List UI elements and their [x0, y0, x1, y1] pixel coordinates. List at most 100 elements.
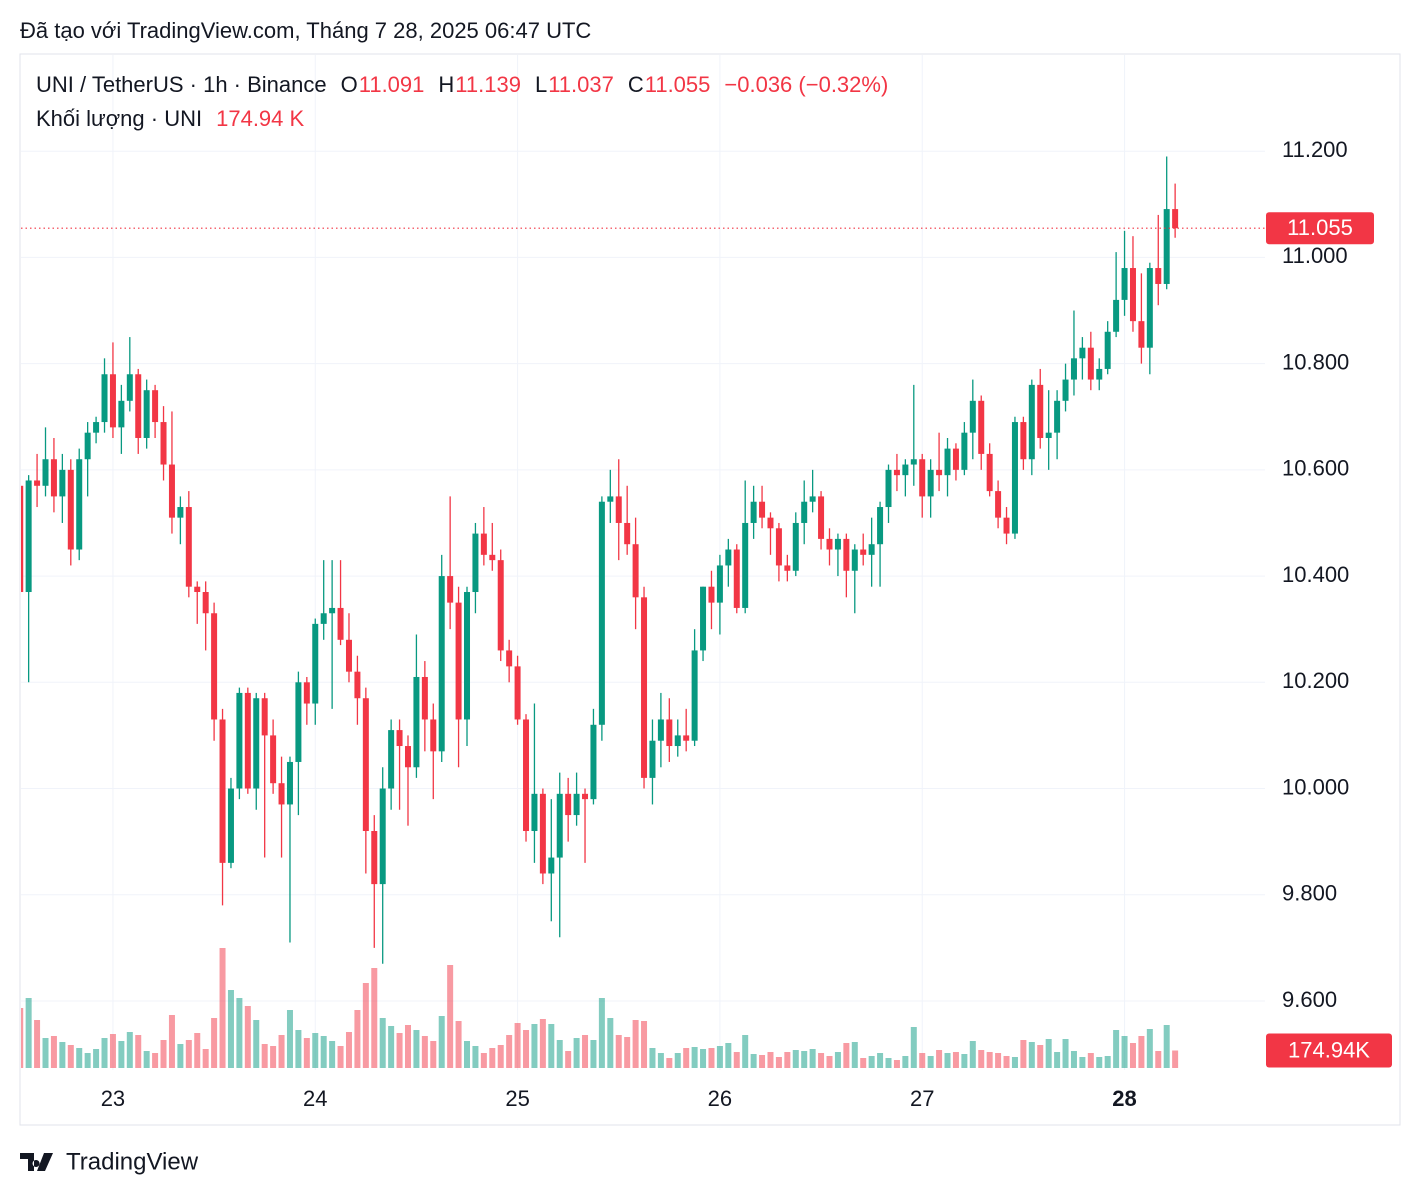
snapshot-title: Đã tạo với TradingView.com, Tháng 7 28, …	[20, 18, 591, 43]
candle-body	[733, 549, 740, 608]
volume-bar	[464, 1041, 471, 1068]
candle-body	[1011, 422, 1018, 534]
legend: UNI / TetherUS · 1h · Binance O 11.091 H 11.…	[36, 72, 888, 131]
volume-bar	[818, 1053, 825, 1068]
volume-bar	[489, 1048, 496, 1068]
candle-body	[1121, 268, 1128, 300]
candle-body	[539, 793, 546, 874]
candle-body	[1096, 368, 1103, 380]
volume-bar	[868, 1056, 875, 1068]
y-tick-label: 10.400	[1282, 562, 1349, 587]
volume-bar	[666, 1058, 673, 1068]
ohlc-value: 11.091	[359, 72, 425, 97]
candle-body	[135, 374, 142, 438]
volume-bar	[843, 1043, 850, 1068]
volume-bar	[497, 1045, 504, 1068]
candle-body	[860, 549, 867, 555]
volume-bar	[725, 1043, 732, 1068]
volume-bar	[371, 968, 378, 1068]
volume-bar	[961, 1054, 968, 1068]
volume-bar	[514, 1023, 521, 1068]
volume-bar	[1028, 1042, 1035, 1068]
candle-body	[1062, 379, 1069, 401]
candle-body	[716, 565, 723, 603]
candle-body	[227, 788, 234, 863]
candle-body	[354, 671, 361, 699]
y-tick-label: 10.800	[1282, 349, 1349, 374]
candle-body	[885, 469, 892, 508]
candle-body	[792, 522, 799, 571]
volume-bar	[759, 1055, 766, 1068]
candle-body	[1163, 209, 1170, 284]
volume-bar	[860, 1058, 867, 1068]
volume-bar	[1037, 1045, 1044, 1068]
candle-body	[244, 692, 251, 789]
volume-bar	[978, 1050, 985, 1068]
volume-bar	[565, 1051, 572, 1068]
volume-bar	[1096, 1057, 1103, 1068]
volume-bar	[784, 1052, 791, 1068]
volume-bar	[135, 1035, 142, 1068]
candle-body	[893, 469, 900, 476]
candle-body	[194, 586, 201, 593]
candle-body	[362, 698, 369, 832]
axes: 9.600 9.800 10.000 10.200 10.400 10.600 10.800…	[21, 137, 1392, 1111]
volume-bar	[118, 1041, 125, 1068]
volume-bar	[1155, 1051, 1162, 1068]
candle-body	[497, 560, 504, 651]
volume-bar	[227, 990, 234, 1068]
candle-body	[1113, 299, 1120, 332]
candle-body	[413, 676, 420, 768]
candle-body	[1087, 347, 1094, 380]
candle-body	[152, 390, 159, 423]
x-tick-label: 27	[910, 1086, 934, 1111]
y-tick-label: 10.000	[1282, 774, 1349, 799]
candle-body	[337, 607, 344, 640]
candle-body	[219, 719, 226, 863]
volume-bar	[295, 1030, 302, 1068]
volume-bar	[93, 1049, 100, 1068]
volume-bar	[615, 1035, 622, 1068]
volume-bar	[84, 1053, 91, 1068]
candle-body	[253, 698, 260, 789]
candle-body	[295, 682, 302, 762]
volume-bar	[1045, 1039, 1052, 1068]
volume-bar	[523, 1030, 530, 1068]
volume-bar	[919, 1053, 926, 1068]
candle-body	[1028, 384, 1035, 460]
volume-bar	[253, 1020, 260, 1068]
candle-body	[952, 448, 959, 470]
candle-body	[910, 459, 917, 465]
candle-body	[312, 623, 319, 704]
volume-bar	[733, 1052, 740, 1068]
volume-bar	[582, 1035, 589, 1068]
candle-body	[531, 793, 538, 832]
candle-body	[809, 496, 816, 502]
candle-body	[101, 374, 108, 423]
volume-bar	[792, 1050, 799, 1068]
candle-body	[759, 501, 766, 518]
volume-bar	[902, 1056, 909, 1068]
volume-bar	[1054, 1052, 1061, 1068]
chart-frame	[19, 53, 1401, 1126]
y-tick-label: 11.000	[1282, 243, 1348, 268]
volume-bar	[50, 1036, 57, 1068]
volume-bar	[421, 1036, 428, 1068]
x-tick-label: 25	[505, 1086, 529, 1111]
volume-bar	[1079, 1057, 1086, 1068]
volume-bar	[1020, 1040, 1027, 1068]
volume-bar	[362, 983, 369, 1068]
candle-body	[641, 597, 648, 778]
candle-body	[1104, 331, 1111, 369]
volume-bar	[413, 1030, 420, 1068]
candle-body	[995, 491, 1002, 518]
candle-body	[598, 501, 605, 725]
candle-body	[834, 538, 841, 550]
volume-bar	[969, 1041, 976, 1068]
candle-body	[143, 390, 150, 438]
price-change: −0.036 (−0.32%)	[724, 72, 888, 97]
volume-bar	[775, 1057, 782, 1068]
volume-bar	[303, 1038, 310, 1068]
volume-bar	[548, 1024, 555, 1068]
ohlc-value: 11.055	[645, 72, 711, 97]
